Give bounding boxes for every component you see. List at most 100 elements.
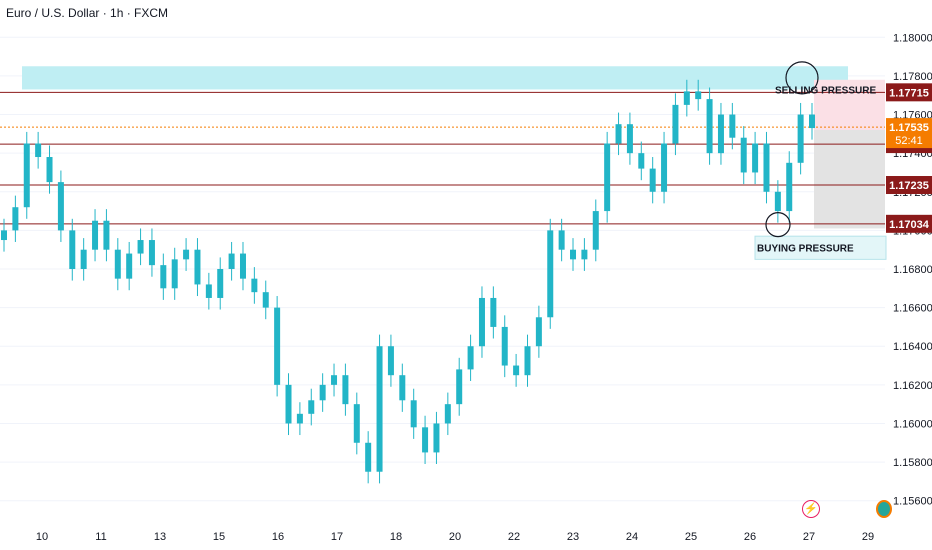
candle-body <box>205 284 212 298</box>
time-tick-label: 15 <box>213 531 225 543</box>
time-tick-label: 27 <box>803 531 815 543</box>
candle-body <box>12 207 19 231</box>
candle-body <box>809 114 815 129</box>
candle-body <box>365 442 372 472</box>
time-tick-label: 25 <box>685 531 697 543</box>
candle-body <box>478 297 485 347</box>
candle-body <box>387 346 394 376</box>
candle-body <box>160 265 167 289</box>
candle-body <box>581 249 588 260</box>
candle-body <box>353 404 360 443</box>
level-tag-label: 1.17235 <box>889 180 929 192</box>
chart-title: Euro / U.S. Dollar · 1h · FXCM <box>6 6 169 20</box>
time-tick-label: 13 <box>154 531 166 543</box>
buying-circle <box>765 211 791 238</box>
candle-body <box>661 143 668 192</box>
level-tag <box>886 214 932 233</box>
candle-body <box>570 249 577 260</box>
candle-body <box>342 375 349 405</box>
candle-body <box>547 230 554 318</box>
candle-body <box>752 143 759 173</box>
candle-body <box>103 220 110 250</box>
candle-body <box>148 240 155 266</box>
candle-body <box>126 253 133 279</box>
level-tag-label: 1.17034 <box>889 219 930 231</box>
candle-body <box>535 317 542 347</box>
price-axis: 1.180001.178001.176001.174001.172001.170… <box>893 32 932 507</box>
candle-body <box>137 240 144 254</box>
candle-body <box>615 124 622 144</box>
candle-series <box>1 79 815 484</box>
candle-body <box>308 400 315 414</box>
time-tick-label: 22 <box>508 531 520 543</box>
level-tag <box>886 83 932 102</box>
time-tick-label: 16 <box>272 531 284 543</box>
candle-body <box>592 211 599 250</box>
level-tag-label: 1.17715 <box>889 87 929 99</box>
candle-body <box>490 297 497 327</box>
candle-body <box>114 249 121 279</box>
candle-body <box>239 253 246 279</box>
candle-body <box>194 249 201 285</box>
time-tick-label: 26 <box>744 531 756 543</box>
time-tick-label: 11 <box>95 531 106 543</box>
candle-body <box>296 413 303 424</box>
candle-body <box>23 143 30 208</box>
candle-body <box>501 326 508 366</box>
time-axis: 10 11 13 15 16 17 18 20 22 23 24 25 26 27 29 <box>36 531 874 543</box>
candle-body <box>228 253 235 269</box>
candle-body <box>376 346 383 472</box>
candle-body <box>513 365 520 376</box>
price-tick-label: 1.16200 <box>893 380 932 392</box>
candle-body <box>717 114 724 154</box>
candle-body <box>626 124 633 154</box>
candle-body <box>649 168 656 192</box>
candle-body <box>57 182 64 231</box>
risk-zone <box>814 79 885 130</box>
time-tick-label: 29 <box>862 531 874 543</box>
chart-zones <box>22 66 887 260</box>
selling-zone <box>22 66 848 90</box>
level-tag <box>886 176 932 195</box>
candle-body <box>92 220 99 250</box>
candle-body <box>672 104 679 144</box>
candle-body <box>786 162 793 212</box>
chart-grid <box>0 36 885 502</box>
flash-icon[interactable]: ⚡ <box>802 500 820 518</box>
candle-body <box>797 114 804 163</box>
time-tick-label: 10 <box>36 531 48 543</box>
candle-body <box>274 307 281 385</box>
candle-body <box>706 99 713 154</box>
candle-body <box>422 427 429 453</box>
candle-body <box>774 191 781 212</box>
candle-body <box>456 369 463 405</box>
selling-circle <box>785 61 819 95</box>
candle-body <box>46 157 53 183</box>
price-tick-label: 1.16400 <box>893 341 932 353</box>
candle-body <box>763 143 770 192</box>
time-tick-label: 18 <box>390 531 402 543</box>
candle-body <box>410 400 417 428</box>
current-price-tag <box>886 118 932 149</box>
candle-body <box>729 114 736 138</box>
price-tick-label: 1.16600 <box>893 303 932 315</box>
candle-body <box>740 137 747 173</box>
buying-zone <box>754 235 887 260</box>
candle-body <box>683 91 690 105</box>
price-tick-label: 1.15800 <box>893 457 932 469</box>
price-tick-label: 1.18000 <box>893 32 932 44</box>
time-tick-label: 23 <box>567 531 579 543</box>
candle-body <box>444 404 451 424</box>
candle-body <box>604 143 611 212</box>
target-zone <box>814 129 885 229</box>
candle-body <box>69 230 76 269</box>
countdown-label: 52:41 <box>895 135 923 147</box>
selling-pressure-label: SELLING PRESSURE <box>775 85 876 96</box>
candle-body <box>262 292 269 308</box>
candle-body <box>399 375 406 401</box>
price-tick-label: 1.16800 <box>893 264 932 276</box>
annotations: SELLING PRESSURE BUYING PRESSURE <box>757 61 876 255</box>
settings-icon[interactable] <box>876 500 892 518</box>
